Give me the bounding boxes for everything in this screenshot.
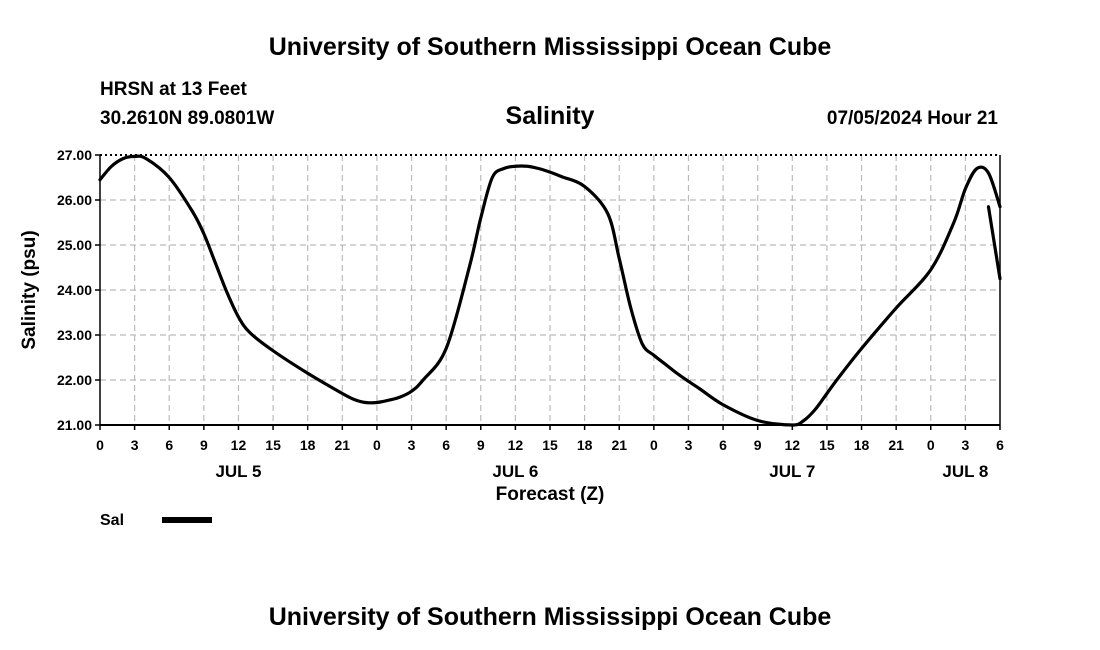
x-tick-label: 21	[611, 437, 627, 453]
y-tick-label: 22.00	[57, 372, 92, 388]
x-tick-label: 12	[231, 437, 247, 453]
footer-title: University of Southern Mississippi Ocean…	[269, 603, 832, 631]
x-tick-label: 12	[508, 437, 524, 453]
x-tick-label: 0	[927, 437, 935, 453]
x-tick-label: 21	[888, 437, 904, 453]
x-tick-label: 15	[265, 437, 281, 453]
x-tick-label: 0	[96, 437, 104, 453]
y-tick-label: 21.00	[57, 417, 92, 433]
datetime-label: 07/05/2024 Hour 21	[827, 108, 999, 129]
x-tick-label: 6	[719, 437, 727, 453]
x-tick-label: 15	[819, 437, 835, 453]
x-tick-label: 21	[335, 437, 351, 453]
coordinates-label: 30.2610N 89.0801W	[100, 108, 274, 129]
y-axis-label: Salinity (psu)	[19, 230, 40, 349]
x-tick-label: 6	[996, 437, 1004, 453]
x-tick-label: 3	[408, 437, 416, 453]
page-title: University of Southern Mississippi Ocean…	[269, 33, 832, 61]
x-tick-label: 12	[785, 437, 801, 453]
x-tick-label: 18	[854, 437, 870, 453]
y-tick-label: 26.00	[57, 192, 92, 208]
x-axis-label: Forecast (Z)	[496, 484, 605, 505]
day-label: JUL 8	[942, 462, 988, 481]
grid-lines	[100, 155, 1000, 425]
x-tick-label: 6	[442, 437, 450, 453]
y-tick-label: 27.00	[57, 147, 92, 163]
x-tick-label: 3	[131, 437, 139, 453]
y-tick-label: 25.00	[57, 237, 92, 253]
x-tick-label: 3	[685, 437, 693, 453]
x-tick-label: 3	[961, 437, 969, 453]
series-line-2	[986, 205, 1002, 281]
y-tick-label: 23.00	[57, 327, 92, 343]
chart-title: Salinity	[506, 102, 595, 130]
x-tick-label: 9	[200, 437, 208, 453]
day-label: JUL 7	[769, 462, 815, 481]
series-lines	[98, 154, 1002, 427]
series-line-1	[98, 154, 1002, 427]
x-tick-label: 18	[577, 437, 593, 453]
x-tick-label: 15	[542, 437, 558, 453]
x-tick-label: 9	[754, 437, 762, 453]
x-tick-label: 18	[300, 437, 316, 453]
x-tick-label: 0	[650, 437, 658, 453]
station-label: HRSN at 13 Feet	[100, 79, 247, 100]
legend-label: Sal	[100, 512, 124, 529]
day-label: JUL 5	[215, 462, 261, 481]
x-tick-label: 9	[477, 437, 485, 453]
tick-labels: 0 3 6 9 12 15 18 21 0 3 6 9 12 15 18 21 0 3 6 9 12 15 18 21 0 3 6 2…	[57, 147, 1004, 481]
x-tick-label: 6	[165, 437, 173, 453]
axes	[95, 154, 1001, 430]
y-tick-label: 24.00	[57, 282, 92, 298]
day-label: JUL 6	[492, 462, 538, 481]
x-tick-label: 0	[373, 437, 381, 453]
